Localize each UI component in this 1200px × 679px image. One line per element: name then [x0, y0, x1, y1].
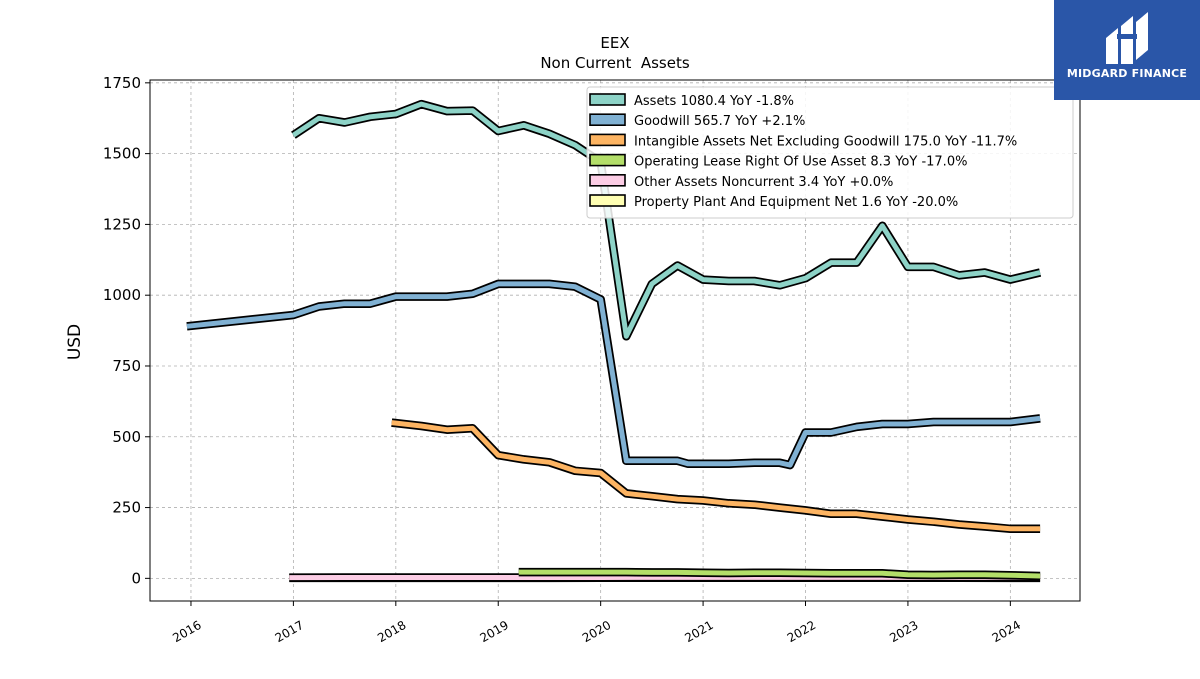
legend-swatch	[590, 114, 625, 125]
x-tick-label: 2024	[990, 618, 1023, 645]
legend-swatch	[590, 155, 625, 166]
y-tick-label: 250	[112, 499, 141, 517]
x-axis: 2016 2017 2018 2019 2020 2021 2022 2023 2024	[170, 601, 1023, 645]
logo-text: MIDGARD FINANCE	[1054, 67, 1200, 80]
series-goodwill	[187, 284, 1040, 465]
y-tick-label: 750	[112, 357, 141, 375]
legend-swatch	[590, 175, 625, 186]
y-axis: 0 250 500 750 1000 1250 1500 1750	[103, 74, 150, 588]
series-line-outline	[392, 423, 1040, 529]
series-line	[392, 423, 1040, 529]
x-tick-label: 2016	[170, 618, 203, 645]
x-tick-label: 2023	[887, 618, 920, 645]
legend-label: Property Plant And Equipment Net 1.6 YoY…	[634, 195, 958, 210]
legend-swatch	[590, 94, 625, 105]
legend-label: Goodwill 565.7 YoY +2.1%	[634, 114, 805, 129]
x-tick-label: 2017	[273, 618, 306, 645]
x-tick-label: 2021	[682, 618, 715, 645]
x-tick-label: 2020	[580, 618, 613, 645]
series-intangible-assets-net-excluding-goodwill	[392, 423, 1040, 529]
legend-label: Assets 1080.4 YoY -1.8%	[634, 94, 794, 109]
legend: Assets 1080.4 YoY -1.8% Goodwill 565.7 Yo…	[587, 87, 1073, 218]
legend-label: Intangible Assets Net Excluding Goodwill…	[634, 134, 1017, 149]
y-tick-label: 1750	[103, 74, 141, 92]
chart-title: EEX	[600, 34, 629, 52]
y-axis-label: USD	[65, 324, 85, 360]
legend-label: Other Assets Noncurrent 3.4 YoY +0.0%	[634, 175, 893, 190]
series-operating-lease-right-of-use-asset	[519, 572, 1040, 576]
y-tick-label: 500	[112, 428, 141, 446]
logo-mark-icon	[1104, 10, 1150, 66]
chart-subtitle: Non Current Assets	[540, 54, 690, 72]
x-tick-label: 2019	[478, 618, 511, 645]
y-tick-label: 0	[131, 569, 141, 587]
y-tick-label: 1500	[103, 145, 141, 163]
legend-swatch	[590, 134, 625, 145]
x-tick-label: 2022	[785, 618, 818, 645]
brand-logo: MIDGARD FINANCE	[1054, 0, 1200, 100]
legend-swatch	[590, 195, 625, 206]
y-tick-label: 1000	[103, 286, 141, 304]
y-tick-label: 1250	[103, 215, 141, 233]
x-tick-label: 2018	[375, 618, 408, 645]
legend-label: Operating Lease Right Of Use Asset 8.3 Y…	[634, 155, 967, 170]
